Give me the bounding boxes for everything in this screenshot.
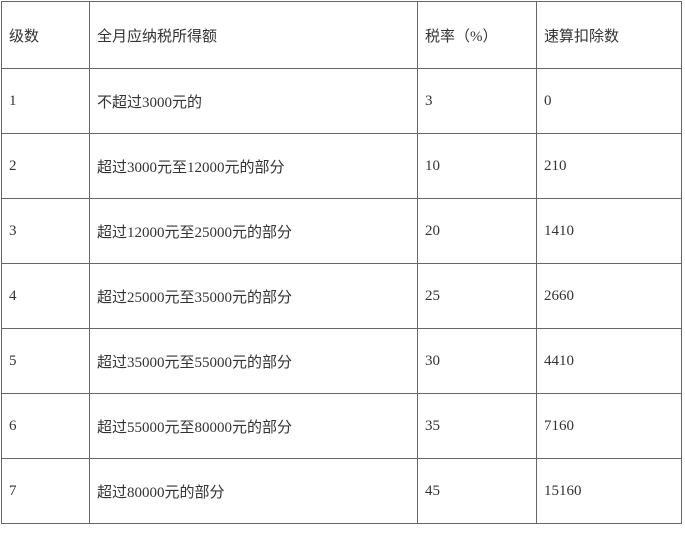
cell-level: 7 <box>1 458 90 524</box>
table-row: 2 超过3000元至12000元的部分 10 210 <box>1 133 682 199</box>
cell-deduction: 7160 <box>536 393 682 459</box>
cell-rate: 20 <box>417 198 537 264</box>
header-rate: 税率（%） <box>417 1 537 69</box>
cell-income: 超过12000元至25000元的部分 <box>89 198 418 264</box>
cell-level: 1 <box>1 68 90 134</box>
cell-level: 3 <box>1 198 90 264</box>
cell-rate: 25 <box>417 263 537 329</box>
table-row: 4 超过25000元至35000元的部分 25 2660 <box>1 263 682 329</box>
table-row: 7 超过80000元的部分 45 15160 <box>1 458 682 524</box>
cell-deduction: 15160 <box>536 458 682 524</box>
cell-income: 超过25000元至35000元的部分 <box>89 263 418 329</box>
cell-level: 2 <box>1 133 90 199</box>
table-row: 6 超过55000元至80000元的部分 35 7160 <box>1 393 682 459</box>
cell-rate: 45 <box>417 458 537 524</box>
cell-level: 5 <box>1 328 90 394</box>
cell-rate: 10 <box>417 133 537 199</box>
header-level: 级数 <box>1 1 90 69</box>
cell-level: 4 <box>1 263 90 329</box>
header-income: 全月应纳税所得额 <box>89 1 418 69</box>
table-row: 5 超过35000元至55000元的部分 30 4410 <box>1 328 682 394</box>
cell-deduction: 1410 <box>536 198 682 264</box>
cell-income: 超过35000元至55000元的部分 <box>89 328 418 394</box>
table-row: 3 超过12000元至25000元的部分 20 1410 <box>1 198 682 264</box>
cell-deduction: 0 <box>536 68 682 134</box>
header-deduction: 速算扣除数 <box>536 1 682 69</box>
cell-income: 不超过3000元的 <box>89 68 418 134</box>
cell-rate: 3 <box>417 68 537 134</box>
table-row: 1 不超过3000元的 3 0 <box>1 68 682 134</box>
cell-deduction: 4410 <box>536 328 682 394</box>
cell-income: 超过55000元至80000元的部分 <box>89 393 418 459</box>
cell-deduction: 2660 <box>536 263 682 329</box>
cell-deduction: 210 <box>536 133 682 199</box>
header-row: 级数 全月应纳税所得额 税率（%） 速算扣除数 <box>1 1 682 69</box>
cell-income: 超过80000元的部分 <box>89 458 418 524</box>
tax-rate-table: 级数 全月应纳税所得额 税率（%） 速算扣除数 1 不超过3000元的 3 0 … <box>1 1 682 524</box>
cell-rate: 30 <box>417 328 537 394</box>
cell-level: 6 <box>1 393 90 459</box>
cell-rate: 35 <box>417 393 537 459</box>
cell-income: 超过3000元至12000元的部分 <box>89 133 418 199</box>
